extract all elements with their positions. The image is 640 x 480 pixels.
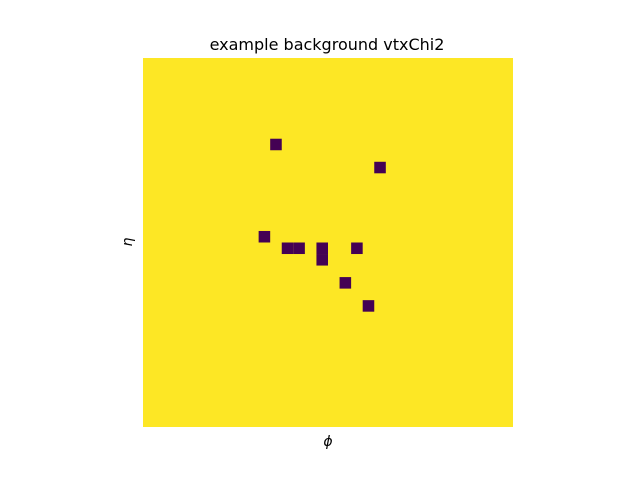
heatmap-cell [281, 242, 294, 255]
heatmap-cell [270, 138, 282, 151]
heatmap-cell [293, 242, 305, 255]
heatmap-cell [351, 242, 363, 255]
heatmap-cells [258, 138, 386, 312]
heatmap-cell [374, 161, 386, 174]
chart-title: example background vtxChi2 [210, 35, 445, 54]
heatmap-cell [339, 277, 352, 289]
heatmap-cell [316, 254, 328, 266]
plot-area [143, 58, 513, 427]
heatmap-cell [316, 242, 328, 255]
y-axis-label: η [120, 237, 136, 246]
x-axis-label: ϕ [323, 434, 332, 450]
heatmap-cell [362, 300, 375, 312]
heatmap-cell [258, 230, 271, 243]
